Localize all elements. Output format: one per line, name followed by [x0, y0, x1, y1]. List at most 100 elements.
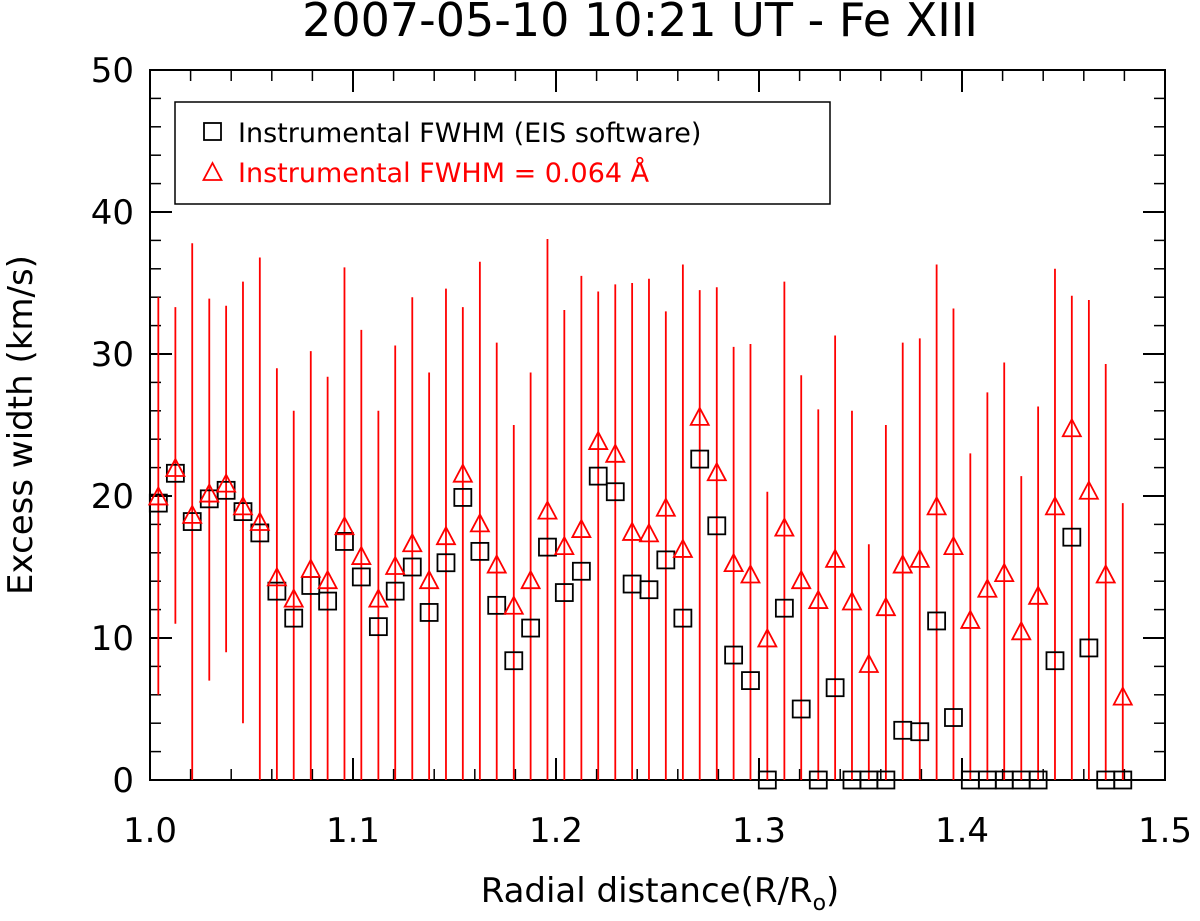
- plot-frame: [149, 69, 1166, 781]
- data-point-square: [554, 583, 574, 602]
- data-point-triangle: [469, 512, 491, 533]
- data-point-triangle: [435, 525, 457, 546]
- x-axis-title: Radial distance(R/Ro): [481, 871, 840, 916]
- legend-triangle-marker: [202, 161, 223, 181]
- data-point-triangle: [638, 522, 660, 543]
- data-point-square: [1028, 770, 1048, 790]
- data-point-square: [436, 553, 456, 573]
- data-point-square: [791, 699, 811, 719]
- data-point-triangle: [909, 547, 931, 568]
- data-point-triangle: [418, 569, 440, 590]
- data-point-square: [487, 595, 507, 615]
- data-point-square: [504, 651, 524, 671]
- data-point-square: [588, 466, 608, 486]
- data-point-triangle: [1027, 584, 1049, 605]
- data-point-triangle: [706, 461, 728, 482]
- x-tick-label: 1.0: [123, 811, 177, 851]
- data-point-square: [470, 541, 490, 561]
- data-point-square: [1062, 527, 1082, 547]
- data-point-triangle: [807, 589, 829, 609]
- data-point-triangle: [926, 495, 948, 516]
- data-point-square: [335, 532, 354, 551]
- data-point-triangle: [384, 555, 406, 575]
- x-tick-label: 1.2: [529, 811, 583, 851]
- data-point-square: [419, 603, 439, 622]
- data-point-square: [284, 608, 304, 628]
- data-point-square: [944, 708, 963, 727]
- data-point-triangle: [266, 566, 288, 587]
- data-point-triangle: [773, 516, 795, 537]
- data-point-square: [707, 516, 727, 536]
- data-point-square: [876, 770, 896, 790]
- data-point-triangle: [1095, 563, 1117, 584]
- x-tick-label: 1.4: [935, 811, 989, 851]
- data-point-square: [927, 611, 947, 631]
- data-point-triangle: [215, 472, 237, 493]
- data-point-triangle: [892, 553, 914, 574]
- data-point-triangle: [147, 485, 169, 506]
- data-point-triangle: [841, 590, 863, 611]
- data-point-square: [656, 550, 676, 570]
- y-tick-label: 50: [91, 51, 134, 91]
- data-point-square: [521, 618, 541, 638]
- data-point-triangle: [993, 562, 1015, 582]
- data-point-square: [267, 581, 287, 601]
- data-point-triangle: [739, 563, 761, 584]
- data-point-square: [1045, 651, 1065, 671]
- data-point-triangle: [283, 587, 305, 608]
- data-point-triangle: [824, 547, 846, 568]
- data-point-triangle: [672, 538, 694, 558]
- axis-tick-labels: 1.0 1.1 1.2 1.3 1.4 1.5 0 10 20 30 40 50: [91, 51, 1192, 851]
- data-point-square: [808, 770, 828, 790]
- data-point-triangle: [553, 535, 575, 556]
- data-point-square: [368, 617, 388, 637]
- legend-label-triangles: Instrumental FWHM = 0.064 Å: [238, 157, 650, 189]
- data-point-triangle: [756, 627, 778, 648]
- data-point-square: [385, 581, 405, 601]
- data-point-triangle: [520, 569, 542, 590]
- data-point-square: [757, 770, 777, 790]
- data-point-square: [741, 671, 760, 690]
- data-point-triangle: [959, 609, 981, 629]
- data-point-triangle: [858, 653, 880, 673]
- data-point-triangle: [198, 482, 220, 503]
- data-point-triangle: [1112, 685, 1134, 706]
- x-tick-label: 1.3: [732, 811, 786, 851]
- x-axis-title-subscript: o: [813, 891, 826, 916]
- data-point-square: [724, 645, 744, 665]
- data-point-triangle: [317, 569, 339, 590]
- data-point-triangle: [367, 587, 389, 608]
- data-point-square: [639, 580, 659, 600]
- data-point-square: [1113, 770, 1133, 790]
- data-point-triangle: [333, 515, 355, 536]
- plot-area: [149, 69, 1166, 781]
- data-point-triangle: [570, 518, 592, 538]
- legend: Instrumental FWHM (EIS software) Instrum…: [174, 101, 831, 205]
- x-tick-label: 1.5: [1138, 811, 1192, 851]
- data-point-triangle: [1061, 417, 1083, 438]
- chart-title: 2007-05-10 10:21 UT - Fe XIII: [302, 0, 978, 47]
- data-point-square: [1079, 638, 1099, 658]
- data-point-triangle: [790, 569, 812, 590]
- data-point-triangle: [587, 430, 609, 450]
- data-point-triangle: [942, 535, 964, 556]
- data-point-triangle: [536, 499, 558, 520]
- data-point-square: [690, 449, 710, 469]
- data-point-square: [402, 557, 422, 577]
- data-point-triangle: [486, 553, 508, 574]
- data-point-square: [605, 482, 625, 502]
- data-point-triangle: [1044, 495, 1066, 516]
- data-point-triangle: [181, 503, 203, 524]
- legend-box: [174, 101, 831, 205]
- data-point-triangle: [350, 545, 372, 565]
- data-point-triangle: [503, 594, 525, 615]
- data-point-square: [673, 608, 693, 628]
- x-axis-title-main: Radial distance(R/R: [481, 871, 813, 911]
- data-point-triangle: [300, 557, 322, 578]
- x-axis-title-suffix: ): [826, 871, 839, 911]
- data-point-triangle: [249, 511, 271, 531]
- data-point-triangle: [232, 495, 254, 516]
- data-point-square: [910, 722, 930, 742]
- data-point-square: [538, 537, 557, 557]
